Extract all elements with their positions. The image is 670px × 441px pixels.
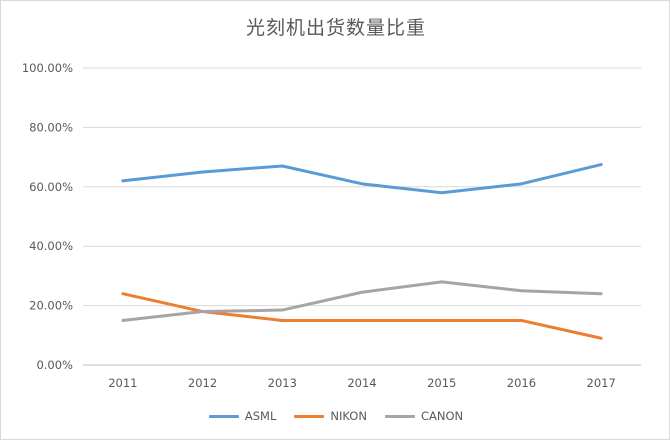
series-line-canon [121, 280, 603, 322]
legend: ASML NIKON CANON [1, 409, 670, 423]
x-tick-label: 2012 [188, 376, 217, 390]
y-tick-label: 40.00% [29, 239, 73, 253]
legend-label-asml: ASML [244, 409, 277, 423]
x-tick-label: 2016 [507, 376, 536, 390]
legend-label-canon: CANON [420, 409, 464, 423]
legend-item-nikon: NIKON [294, 409, 367, 423]
y-tick-label: 100.00% [22, 61, 73, 75]
x-tick-label: 2011 [108, 376, 137, 390]
series-line-nikon [121, 292, 603, 340]
legend-label-nikon: NIKON [330, 409, 367, 423]
x-tick-label: 2015 [427, 376, 456, 390]
legend-item-asml: ASML [208, 409, 277, 423]
y-tick-label: 0.00% [36, 358, 73, 372]
chart-title: 光刻机出货数量比重 [245, 17, 426, 39]
x-tick-label: 2017 [587, 376, 616, 390]
x-tick-label: 2014 [347, 376, 376, 390]
legend-swatch-nikon [294, 414, 325, 418]
x-tick-label: 2013 [268, 376, 297, 390]
y-tick-label: 80.00% [29, 120, 73, 134]
legend-swatch-asml [208, 414, 239, 418]
series-line-asml [121, 163, 603, 195]
y-tick-label: 20.00% [29, 299, 73, 313]
legend-item-canon: CANON [384, 409, 464, 423]
legend-swatch-canon [384, 414, 415, 418]
y-tick-label: 60.00% [29, 180, 73, 194]
